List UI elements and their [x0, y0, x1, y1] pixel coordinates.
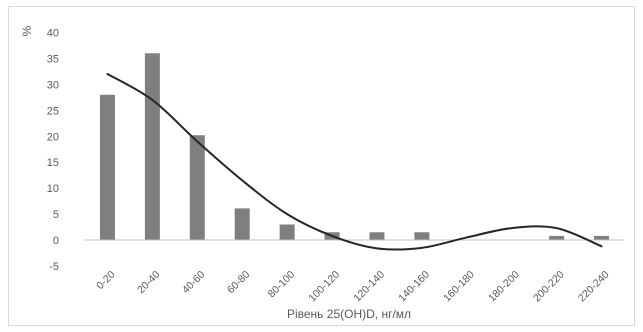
- bar-20-40: [144, 53, 160, 241]
- trend-curve: [106, 73, 603, 251]
- y-tick-label: 10: [47, 183, 59, 195]
- x-tick-label: 220-240: [576, 269, 612, 305]
- x-tick-label: 100-120: [306, 269, 342, 305]
- chart-frame: -5 0 5 10 15 20 25 30 35 40 0-20 20-40 40-60 60-80 80…: [8, 6, 635, 326]
- y-axis-label: %: [20, 25, 34, 36]
- y-tick-label: 15: [47, 157, 59, 169]
- x-tick-label: 60-80: [225, 269, 253, 297]
- bar-series: [99, 53, 610, 241]
- x-tick-label: 0-20: [94, 269, 117, 292]
- x-tick-label: 200-220: [531, 269, 567, 305]
- x-tick-label: 180-200: [486, 269, 522, 305]
- bar-120-140: [369, 232, 385, 241]
- y-tick-label: 5: [53, 209, 59, 221]
- x-tick-label: 120-140: [351, 269, 387, 305]
- bar-40-60: [189, 135, 205, 241]
- x-tick-label: 40-60: [180, 269, 208, 297]
- bar-60-80: [234, 208, 250, 241]
- y-tick-label: 40: [47, 28, 59, 40]
- bar-80-100: [279, 224, 295, 241]
- y-tick-label: 25: [47, 105, 59, 117]
- y-tick-label: -5: [49, 261, 59, 273]
- vitamin-d-distribution-chart: -5 0 5 10 15 20 25 30 35 40 0-20 20-40 40-60 60-80 80…: [20, 25, 624, 321]
- y-tick-label: 20: [47, 131, 59, 143]
- bar-200-220: [549, 235, 565, 241]
- x-tick-label: 20-40: [135, 269, 163, 297]
- y-axis-tick-labels: -5 0 5 10 15 20 25 30 35 40: [47, 28, 59, 274]
- x-axis-tick-labels: 0-20 20-40 40-60 60-80 80-100 100-120 120-140 1…: [94, 269, 612, 305]
- y-tick-label: 35: [47, 53, 59, 65]
- y-tick-label: 0: [53, 235, 59, 247]
- bar-140-160: [414, 232, 430, 241]
- x-tick-label: 140-160: [396, 269, 432, 305]
- bar-220-240: [594, 235, 610, 241]
- x-axis-label: Рівень 25(OH)D, нг/мл: [287, 307, 411, 321]
- x-tick-label: 80-100: [266, 269, 298, 301]
- y-tick-label: 30: [47, 79, 59, 91]
- bar-0-20: [99, 94, 115, 241]
- x-tick-label: 160-180: [441, 269, 477, 305]
